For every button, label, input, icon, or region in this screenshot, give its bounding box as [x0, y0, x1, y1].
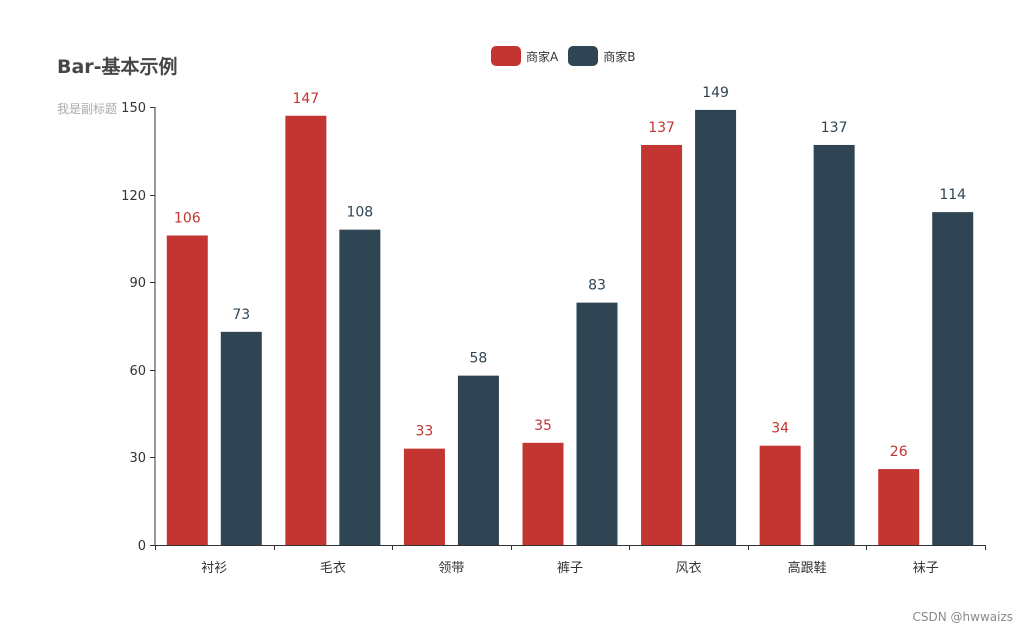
- x-tick-label: 毛衣: [320, 560, 346, 576]
- data-label: 26: [890, 444, 908, 460]
- x-tick-label: 领带: [438, 561, 464, 576]
- data-label: 137: [648, 120, 675, 136]
- bar-series-b[interactable]: [576, 302, 618, 545]
- bar-series-a[interactable]: [522, 442, 564, 545]
- bar-series-a[interactable]: [641, 144, 683, 545]
- legend-swatch-series-b: [568, 46, 599, 66]
- legend-label-series-b: 商家B: [603, 49, 636, 64]
- y-tick-label: 120: [121, 189, 146, 204]
- bar-series-b[interactable]: [932, 212, 974, 545]
- chart-subtitle: 我是副标题: [57, 102, 118, 116]
- bar-series-a[interactable]: [166, 235, 208, 546]
- data-label: 147: [292, 91, 319, 107]
- data-label: 73: [232, 307, 250, 323]
- bar-series-a[interactable]: [878, 469, 920, 545]
- data-label: 34: [771, 421, 789, 437]
- bar-series-b[interactable]: [339, 229, 381, 545]
- y-tick-label: 30: [129, 451, 146, 466]
- chart-title: Bar-基本示例: [57, 56, 178, 78]
- x-tick-label: 衬衫: [201, 561, 227, 576]
- data-label: 114: [939, 187, 966, 203]
- bar-series-b[interactable]: [813, 144, 855, 545]
- data-label: 108: [346, 205, 373, 221]
- data-label: 33: [416, 424, 434, 440]
- y-tick-label: 0: [138, 539, 146, 554]
- data-label: 83: [588, 278, 606, 294]
- x-tick-label: 袜子: [913, 561, 939, 576]
- bar-series-b[interactable]: [457, 375, 499, 545]
- bar-series-a[interactable]: [285, 115, 327, 545]
- x-tick-label: 裤子: [557, 561, 583, 576]
- y-tick-label: 150: [121, 101, 146, 116]
- data-label: 35: [534, 418, 552, 434]
- bar-series-a[interactable]: [403, 448, 445, 545]
- data-label: 149: [702, 85, 729, 101]
- bar-series-a[interactable]: [759, 445, 801, 545]
- legend-item-series-a[interactable]: 商家A: [491, 46, 558, 66]
- bar-series-b[interactable]: [220, 331, 262, 545]
- x-tick-label: 高跟鞋: [788, 560, 827, 576]
- legend-label-series-a: 商家A: [526, 49, 559, 64]
- data-label: 58: [470, 351, 488, 367]
- x-tick-label: 风衣: [676, 560, 702, 576]
- data-label: 137: [821, 120, 848, 136]
- watermark: CSDN @hwwaizs: [912, 610, 1014, 624]
- legend: 商家A 商家B: [491, 46, 645, 66]
- y-tick-label: 90: [129, 276, 146, 291]
- legend-item-series-b[interactable]: 商家B: [568, 46, 635, 66]
- data-label: 106: [174, 210, 201, 226]
- bar-series-b[interactable]: [695, 109, 737, 546]
- y-tick-label: 60: [129, 364, 146, 379]
- legend-swatch-series-a: [491, 46, 521, 66]
